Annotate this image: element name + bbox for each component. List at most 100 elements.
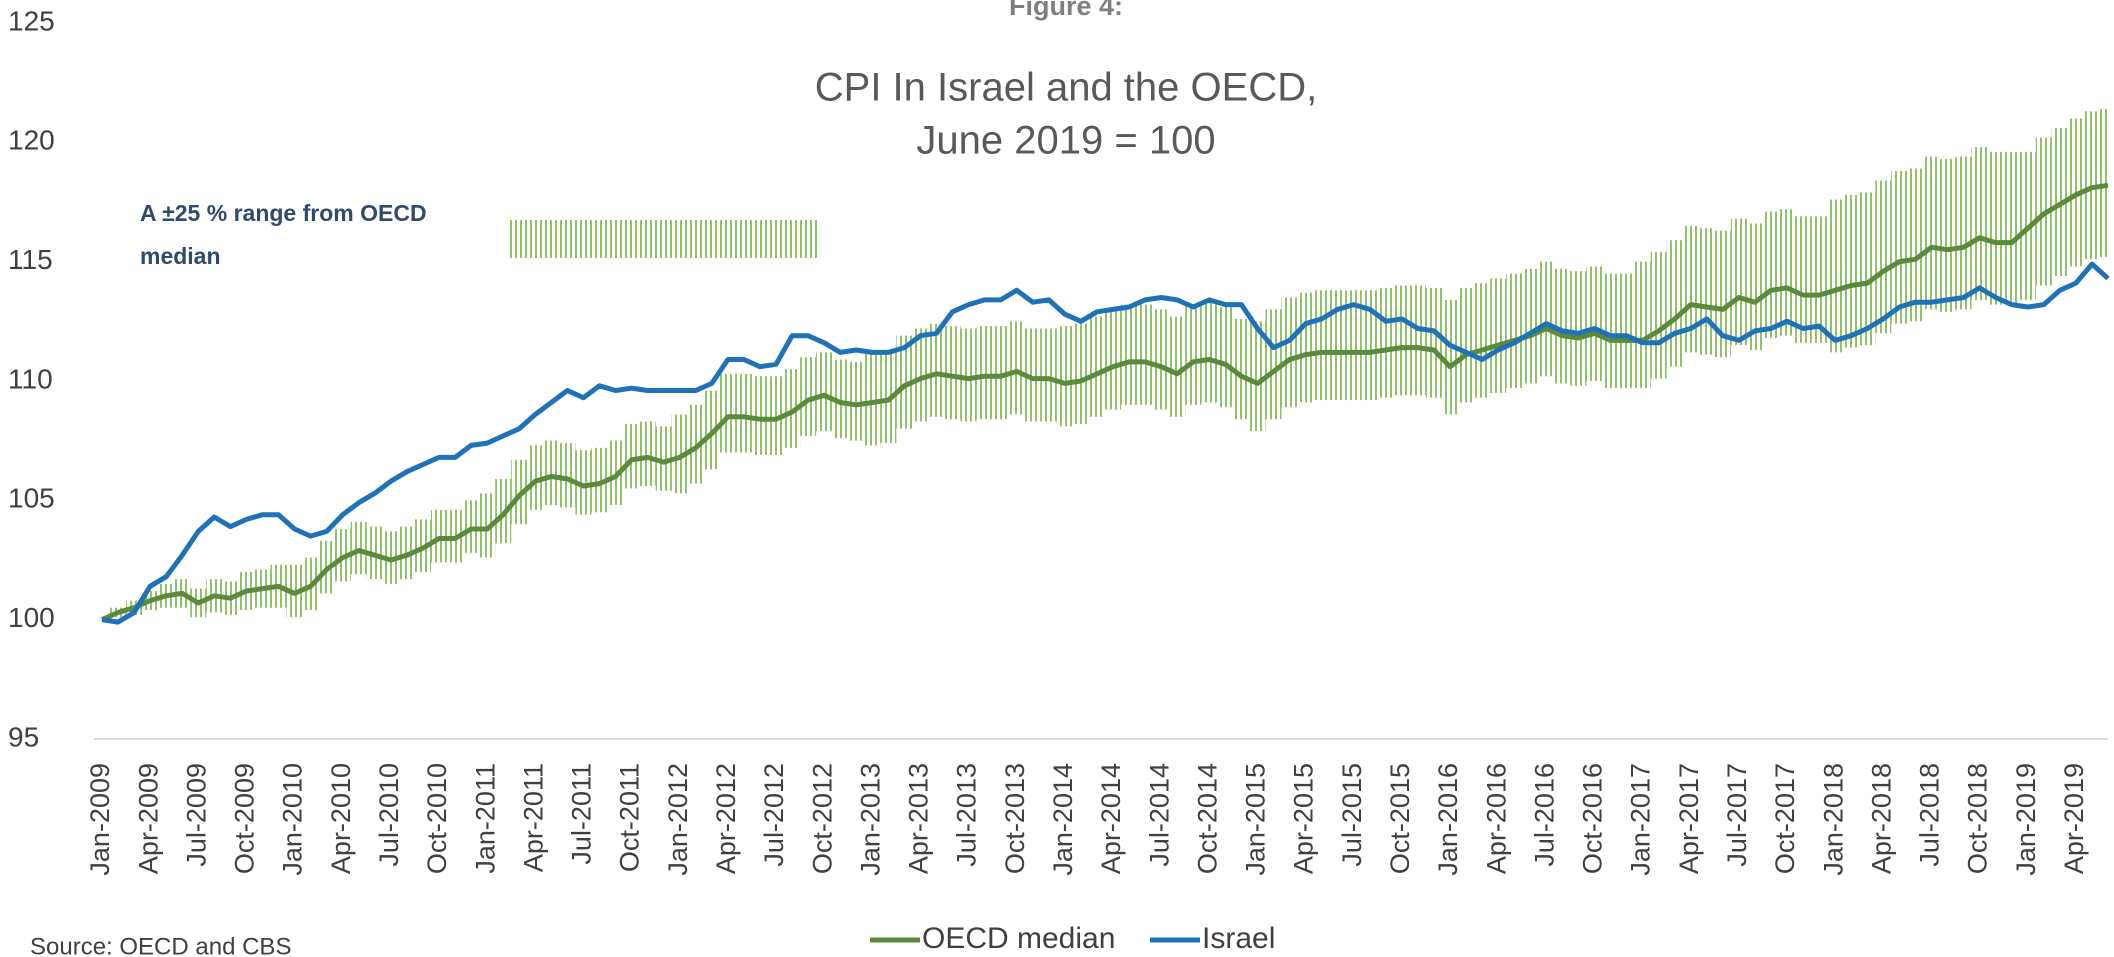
band-segment (1811, 216, 1828, 343)
band-segment (912, 328, 929, 422)
band-segment (719, 373, 736, 453)
band-segment (735, 373, 752, 453)
band-segment (1297, 292, 1314, 403)
band-segment (1474, 283, 1491, 398)
band-segment (1570, 271, 1587, 386)
band-segment (1249, 321, 1266, 432)
x-tick-label: Jan-2010 (278, 763, 308, 876)
band-segment (1361, 290, 1378, 401)
band-segment (1538, 261, 1555, 377)
band-segment (1682, 225, 1699, 353)
x-tick-label: Oct-2013 (1000, 763, 1030, 874)
band-segment (1714, 230, 1731, 358)
band-segment (816, 352, 833, 432)
band-segment (1024, 328, 1041, 422)
band-segment (671, 414, 688, 494)
band-segment (543, 440, 560, 506)
series-line (100, 182, 2109, 622)
x-tick-label: Apr-2009 (133, 763, 163, 874)
band-segment (1987, 151, 2004, 305)
x-tick-label: Jul-2018 (1915, 763, 1945, 867)
band-segment (575, 450, 592, 515)
band-segment (1875, 180, 1892, 334)
band-segment (527, 445, 544, 510)
x-tick-label: Jan-2013 (855, 763, 885, 876)
x-tick-label: Jul-2013 (952, 763, 982, 867)
x-tick-label: Apr-2010 (326, 763, 356, 874)
x-tick-label: Jul-2009 (181, 763, 211, 867)
band-segment (1458, 287, 1475, 403)
x-tick-label: Jul-2010 (374, 763, 404, 867)
x-tick-label: Apr-2017 (1674, 763, 1704, 874)
band-segment (1762, 211, 1780, 339)
band-segment (1121, 304, 1138, 405)
band-segment (591, 447, 608, 513)
band-segment (1698, 228, 1715, 355)
band-segment (848, 361, 865, 441)
band-segment (639, 421, 656, 487)
band-segment (1490, 278, 1507, 393)
band-segment (1907, 168, 1924, 322)
band-segment (1666, 240, 1683, 367)
band-segment (1827, 199, 1844, 353)
chart-subtitle: June 2019 = 100 (916, 119, 1215, 163)
x-tick-label: Apr-2018 (1866, 763, 1896, 874)
chart-subtitle: CPI In Israel and the OECD, (815, 66, 1317, 110)
legend-label: Israel (1202, 922, 1275, 955)
x-tick-label: Oct-2018 (1963, 763, 1993, 874)
band-segment (1409, 285, 1426, 396)
band-segment (800, 357, 817, 436)
x-tick-label: Jan-2012 (663, 763, 693, 876)
band-segment (1650, 252, 1667, 379)
band-segment (1056, 326, 1073, 427)
x-tick-label: Jul-2012 (759, 763, 789, 867)
band-segment (944, 326, 961, 420)
band-segment (2099, 108, 2108, 257)
band-segment (1169, 316, 1186, 417)
x-tick-label: Jan-2018 (1818, 763, 1848, 876)
x-tick-label: Jul-2016 (1529, 763, 1559, 867)
band-segment (1506, 273, 1523, 389)
band-segment (1779, 209, 1796, 336)
x-tick-label: Oct-2015 (1385, 763, 1415, 874)
band-segment (1088, 316, 1105, 417)
band-segment (2003, 151, 2020, 305)
band-segment (832, 359, 849, 439)
band-segment (1586, 266, 1603, 381)
band-segment (960, 328, 977, 422)
x-tick-label: Oct-2011 (615, 763, 645, 872)
x-tick-label: Jan-2009 (85, 763, 115, 876)
band-segment (1554, 268, 1571, 384)
band-segment (1185, 304, 1202, 405)
band-segment (784, 369, 801, 448)
x-tick-label: Jan-2017 (1626, 763, 1656, 876)
y-tick-label: 115 (8, 244, 53, 275)
y-tick-label: 110 (8, 363, 53, 394)
y-tick-label: 105 (8, 483, 55, 514)
band-segment (1746, 223, 1763, 350)
x-tick-label: Jan-2011 (470, 763, 500, 874)
band-segment (1955, 156, 1972, 310)
x-tick-label: Apr-2012 (711, 763, 741, 874)
band-segment (1859, 192, 1876, 346)
x-tick-label: Jul-2015 (1337, 763, 1367, 867)
band-segment (1105, 309, 1122, 410)
band-annotation: A ±25 % range from OECD median (140, 200, 427, 269)
x-tick-label: Jan-2019 (2011, 763, 2041, 876)
series-line (101, 261, 2110, 625)
y-tick-label: 120 (8, 125, 55, 156)
band-segment (1891, 170, 1908, 324)
band-segment (1313, 290, 1330, 401)
band-segment (1329, 290, 1346, 401)
band-segment (1137, 304, 1154, 405)
x-tick-label: Apr-2011 (518, 763, 548, 872)
y-tick-label: 125 (8, 5, 55, 36)
band-segment (864, 352, 881, 446)
x-tick-label: Jan-2016 (1433, 763, 1463, 876)
band-segment (1153, 309, 1170, 410)
x-tick-label: Oct-2012 (807, 763, 837, 874)
band-segment (1281, 297, 1298, 408)
band-segment (1923, 156, 1940, 310)
